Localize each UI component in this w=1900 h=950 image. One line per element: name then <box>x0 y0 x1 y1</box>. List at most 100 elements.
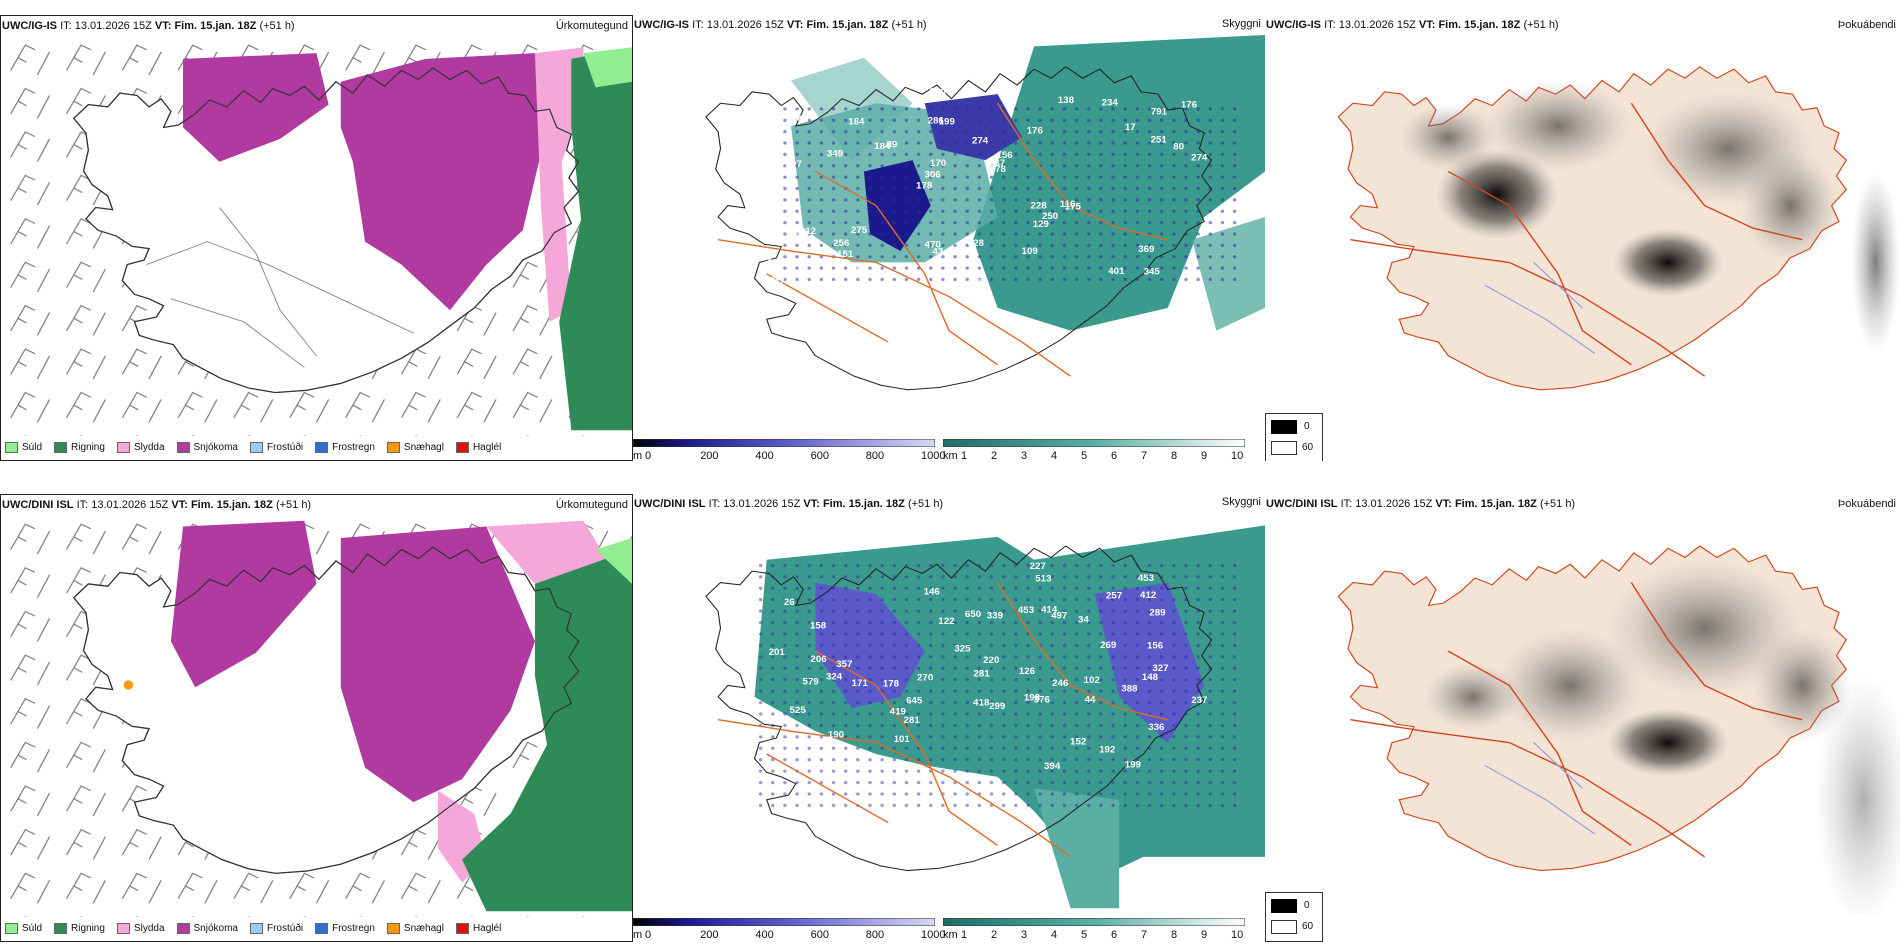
visibility-value: 146 <box>924 586 940 597</box>
visibility-value: 791 <box>1151 106 1167 117</box>
visibility-value: 274 <box>972 135 989 146</box>
visibility-panel-2: UWC/DINI ISL IT: 13.01.2026 15Z VT: Fim.… <box>633 494 1265 942</box>
cbar-tick: 400 <box>755 929 774 941</box>
snow-area <box>170 520 317 688</box>
legend-item: Rigning <box>54 923 105 934</box>
visibility-value: 376 <box>1034 694 1050 705</box>
legend-swatch <box>315 442 329 453</box>
visibility-value: 158 <box>810 620 826 631</box>
legend-swatch <box>455 442 469 453</box>
visibility-value: 645 <box>906 695 922 706</box>
cbar-tick: 400 <box>755 450 774 461</box>
visibility-value: 176 <box>1181 99 1197 110</box>
legend-swatch <box>5 923 18 934</box>
fog-key: 0 60 <box>1265 413 1323 461</box>
visibility-value-labels: 199 324 198 26 336 158 190 178 34 650 497 192 281 146… <box>769 560 1208 771</box>
panel-type-label: Þokuábendi <box>1837 498 1896 510</box>
visibility-value: 178 <box>916 180 932 191</box>
visibility-value: 198 <box>1024 692 1040 703</box>
visibility-value: 151 <box>837 248 853 259</box>
cbar-tick: 3 <box>1021 450 1028 461</box>
visibility-value: 650 <box>965 608 981 619</box>
visibility-value: 102 <box>1084 674 1100 685</box>
visibility-value: 513 <box>1035 573 1051 584</box>
rain-area <box>462 549 632 912</box>
drizzle-area <box>595 537 632 584</box>
visibility-value: 281 <box>904 714 920 725</box>
visibility-value: 357 <box>836 658 852 669</box>
legend-item: Frostregn <box>315 442 375 453</box>
cbar-tick: 8 <box>1171 929 1178 941</box>
visibility-value: 178 <box>883 678 899 689</box>
panel-type-label: Skyggni <box>1221 496 1261 508</box>
legend-swatch <box>386 442 400 453</box>
panel-type-label: Skyggni <box>1221 18 1261 30</box>
visibility-value: 116 <box>1060 198 1076 209</box>
visibility-value: 246 <box>1052 677 1068 688</box>
visibility-value: 34 <box>1078 614 1090 625</box>
cbar-tick: 1 <box>961 929 968 941</box>
drizzle-area <box>583 47 632 88</box>
cbar-tick: 10 <box>1231 450 1244 461</box>
cbar-tick: 9 <box>1201 929 1208 941</box>
visibility-value: 213 <box>806 280 822 291</box>
cbar-tick: 1000 <box>921 450 946 461</box>
visibility-value: 299 <box>989 700 1005 711</box>
visibility-value: 210 <box>930 86 946 97</box>
visibility-panel-1: UWC/IG-IS IT: 13.01.2026 15Z VT: Fim. 15… <box>633 15 1265 461</box>
visibility-value: 345 <box>1144 266 1160 277</box>
visibility-value: 156 <box>997 149 1013 160</box>
visibility-value: 250 <box>1042 210 1058 221</box>
visibility-value: 419 <box>890 706 906 717</box>
visibility-value: 579 <box>803 676 819 687</box>
cbar-tick: 1000 <box>921 929 946 941</box>
visibility-value: 234 <box>1102 97 1119 108</box>
visibility-value: 184 <box>848 116 865 127</box>
legend-item: Frostúði <box>249 923 303 934</box>
visibility-value: 175 <box>1065 201 1081 212</box>
panel-title: UWC/DINI ISL IT: 13.01.2026 15Z VT: Fim.… <box>1266 498 1576 510</box>
visibility-value: 497 <box>1051 610 1067 621</box>
visibility-value: 170 <box>930 157 946 168</box>
cbar-tick: 800 <box>865 929 885 941</box>
visibility-value: 138 <box>1058 94 1074 105</box>
cbar-tick: 600 <box>810 450 829 461</box>
visibility-value: 201 <box>769 647 785 658</box>
visibility-value: 894 <box>802 738 819 749</box>
visibility-value: 388 <box>1121 683 1137 694</box>
visibility-value: 274 <box>1191 152 1208 163</box>
legend-item: Snæhagl <box>386 923 444 934</box>
snow-area <box>340 526 535 803</box>
visibility-value: 26 <box>784 596 795 607</box>
cbar-tick: 200 <box>700 929 719 941</box>
visibility-value: 289 <box>1149 607 1165 618</box>
visibility-value: 275 <box>851 224 867 235</box>
cbar-tick: 3 <box>1021 929 1028 941</box>
cbar-tick: 6 <box>1111 450 1118 461</box>
legend-swatch <box>116 442 130 453</box>
visibility-value: 251 <box>1151 134 1167 145</box>
visibility-value: 281 <box>973 668 989 679</box>
cbar-tick: 200 <box>700 450 719 461</box>
legend-swatch <box>116 923 130 934</box>
visibility-value: 122 <box>938 615 954 626</box>
visibility-value: 549 <box>792 113 808 124</box>
visibility-value: 148 <box>1142 671 1158 682</box>
cbar-tick: 5 <box>1081 929 1088 941</box>
cbar-tick: 2 <box>991 450 998 461</box>
cbar-unit: km <box>943 929 958 941</box>
cbar-tick: 800 <box>865 450 885 461</box>
legend-swatch <box>176 923 190 934</box>
cbar-tick: 2 <box>991 929 998 941</box>
visibility-value: 80 <box>1173 141 1184 152</box>
fog-panel-1: UWC/IG-IS IT: 13.01.2026 15Z VT: Fim. 15… <box>1265 15 1900 461</box>
snow-area <box>183 53 329 162</box>
legend-item: Frostregn <box>315 923 375 934</box>
visibility-value: 171 <box>852 677 868 688</box>
visibility-value: 306 <box>924 169 940 180</box>
visibility-value: 190 <box>828 729 844 740</box>
visibility-value: 228 <box>1031 200 1047 211</box>
cbar-tick: 4 <box>1051 450 1058 461</box>
visibility-km-colorbar: km 1 2 3 4 5 6 7 8 9 10 <box>942 438 1246 461</box>
visibility-value: 342 <box>768 276 784 287</box>
